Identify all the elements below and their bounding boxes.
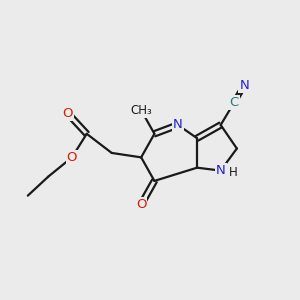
- Text: O: O: [67, 151, 77, 164]
- Text: C: C: [229, 96, 239, 110]
- Text: CH₃: CH₃: [130, 104, 152, 117]
- Text: O: O: [62, 107, 73, 120]
- Text: N: N: [173, 118, 183, 131]
- Text: H: H: [229, 167, 237, 179]
- Text: O: O: [136, 198, 146, 211]
- Text: N: N: [239, 79, 249, 92]
- Text: N: N: [216, 164, 226, 177]
